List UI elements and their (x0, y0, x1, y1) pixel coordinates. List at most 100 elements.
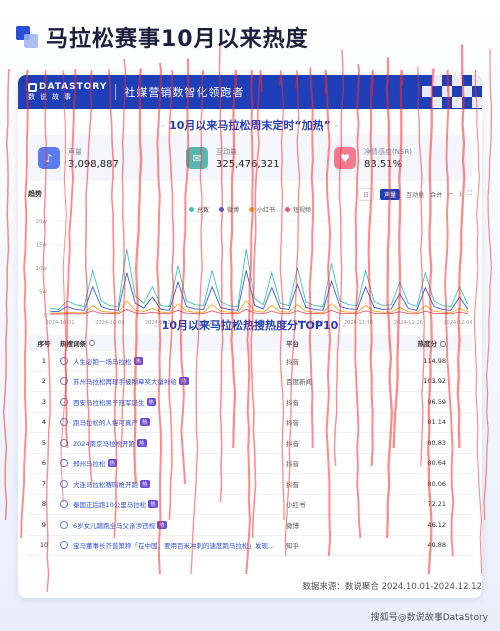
y-tick-label: 5w (39, 290, 47, 296)
stat-label: 互动量 (216, 147, 237, 156)
row-keyword[interactable]: 人生必跑一场马拉松热 (60, 356, 286, 366)
legend-item[interactable]: 短视频 (285, 205, 311, 214)
row-score: 96.59 (427, 397, 446, 406)
keyword-text[interactable]: 郑州马拉松 (73, 460, 106, 469)
chart-type-icon[interactable]: ⌐ (448, 190, 454, 198)
col-platform: 平台 (286, 340, 299, 348)
hot-badge: 热 (140, 418, 150, 427)
keyword-text[interactable]: 泰国正后跑10公里马拉松 (73, 501, 147, 510)
section-title-trend-text: 10月以来马拉松周末定时“加热” (169, 119, 331, 132)
table-row[interactable]: 1 人生必跑一场马拉松热抖音 114.98 (28, 351, 472, 372)
title-logo-icon (16, 26, 38, 48)
download-icon[interactable]: ⤓ (459, 190, 462, 197)
keyword-text[interactable]: 大连马拉松赛鸣枪开跑 (73, 480, 138, 489)
row-index: 4 (41, 418, 47, 427)
table-row[interactable]: 4 跑马拉松的人瘦可真严热抖音 81.14 (28, 413, 472, 433)
hot-badge: 热 (140, 479, 150, 488)
row-score: 46.12 (427, 520, 446, 529)
section-title-top10-text: 10月以来马拉松热搜热度分TOP10 (161, 319, 339, 332)
row-index: 1 (41, 356, 47, 365)
sort-icon[interactable] (440, 341, 446, 347)
row-score: 81.14 (427, 418, 446, 427)
fullscreen-icon[interactable]: ⛶ (467, 190, 472, 197)
table-row[interactable]: 2 苏州马拉松再现手被糊章奖大量补给热百度新闻 103.92 (28, 372, 472, 392)
trend-header: 趋势 日 声量 互动量 合并 ⌐ ⤓ ⛶ (28, 187, 472, 201)
table-row[interactable]: 9 6岁女儿蹭跑全马父亲涉违规热微博 46.12 (28, 515, 472, 536)
legend-dot-icon (188, 207, 194, 212)
col-index: 序号 (37, 340, 51, 348)
col-keyword-label: 热搜词条 (60, 340, 86, 348)
keyword-text[interactable]: 2024南京马拉松开跑 (73, 439, 136, 448)
row-score: 80.06 (427, 479, 446, 488)
tab-volume[interactable]: 声量 (380, 188, 401, 200)
table-row[interactable]: 10 宝马董事长齐普策称「在中国，要用百米冲刺的速度跑马拉松」发现... 知乎 40.… (28, 536, 472, 556)
table-header: 序号 热搜词条 平台 热度分 (28, 335, 472, 351)
table-row[interactable]: 7 大连马拉松赛鸣枪开跑热抖音 80.06 (28, 474, 472, 495)
row-platform: 抖音 (286, 357, 299, 366)
hot-badge: 热 (179, 377, 189, 386)
legend-dot-icon (285, 207, 291, 212)
hot-badge: 热 (148, 500, 158, 509)
trend-toolbar: 日 声量 互动量 合并 ⌐ ⤓ ⛶ (358, 187, 472, 201)
card-header: DATASTORY 数说故事 社媒营销数智化领跑者 (18, 75, 482, 109)
row-platform: 抖音 (286, 398, 299, 407)
keyword-text[interactable]: 宝马董事长齐普策称「在中国，要用百米冲刺的速度跑马拉松」发现... (73, 542, 275, 551)
header-slogan: 社媒营销数智化领跑者 (124, 86, 245, 99)
tab-interaction[interactable]: 互动量 (406, 191, 425, 199)
footer-watermark: 搜狐号@数说故事DataStory (370, 613, 488, 623)
granularity-select[interactable]: 日 (358, 187, 375, 201)
row-platform: 知乎 (286, 542, 299, 551)
row-keyword[interactable]: 跑马拉松的人瘦可真严热 (60, 417, 286, 427)
row-score: 103.92 (423, 377, 446, 386)
keyword-text[interactable]: 人生必跑一场马拉松 (73, 357, 132, 366)
heart-icon: ♥ (334, 147, 356, 169)
table-row[interactable]: 8 泰国正后跑10公里马拉松热小红书 72.21 (28, 495, 472, 515)
table-body: 1 人生必跑一场马拉松热抖音 114.98 2 苏州马拉松再现手被糊章奖大量补给热百度新… (28, 351, 472, 556)
table-row[interactable]: 3 西安马拉松男子冠军诞生热抖音 96.59 (28, 392, 472, 413)
x-tick-label: 2024-10-25 (195, 320, 224, 326)
legend-item[interactable]: 微博 (218, 205, 239, 214)
row-keyword[interactable]: 2024南京马拉松开跑热 (60, 438, 286, 448)
table-row[interactable]: 5 2024南京马拉松开跑热抖音 80.83 (28, 433, 472, 454)
chat-icon: ✉ (186, 147, 208, 169)
x-tick-label: 2024-11-26 (394, 320, 423, 326)
link-icon (60, 520, 68, 529)
keyword-text[interactable]: 苏州马拉松再现手被糊章奖大量补给 (73, 378, 177, 387)
link-icon (60, 541, 68, 550)
stats-panel: ♪ 声量 3,098,887 ✉ 互动量 325,476,321 ♥ 净情感度(… (28, 135, 472, 181)
stat-label: 声量 (68, 147, 82, 156)
row-keyword[interactable]: 6岁女儿蹭跑全马父亲涉违规热 (60, 520, 286, 530)
trend-title: 趋势 (28, 190, 42, 198)
keyword-text[interactable]: 西安马拉松男子冠军诞生 (73, 398, 145, 407)
col-score[interactable]: 热度分 (376, 338, 456, 348)
row-keyword[interactable]: 苏州马拉松再现手被糊章奖大量补给热 (60, 376, 286, 386)
legend-item[interactable]: 总数 (188, 205, 209, 214)
legend-label: 短视频 (293, 207, 312, 214)
hot-badge: 热 (146, 397, 157, 406)
row-index: 5 (41, 438, 47, 447)
link-icon (60, 418, 68, 427)
keyword-text[interactable]: 跑马拉松的人瘦可真严 (73, 419, 138, 428)
row-platform: 抖音 (286, 460, 299, 469)
row-index: 2 (41, 377, 47, 386)
row-index: 10 (39, 541, 49, 550)
keyword-text[interactable]: 6岁女儿蹭跑全马父亲涉违规 (73, 521, 156, 530)
link-icon (60, 459, 68, 468)
row-keyword[interactable]: 宝马董事长齐普策称「在中国，要用百米冲刺的速度跑马拉松」发现... (60, 540, 286, 550)
table-row[interactable]: 6 郑州马拉松热抖音 80.64 (28, 454, 472, 474)
stat-volume: ♪ 声量 3,098,887 (28, 135, 176, 181)
col-score-label: 热度分 (417, 340, 438, 348)
row-platform: 抖音 (286, 419, 299, 428)
row-keyword[interactable]: 大连马拉松赛鸣枪开跑热 (60, 479, 286, 489)
row-platform: 抖音 (286, 439, 299, 448)
row-keyword[interactable]: 泰国正后跑10公里马拉松热 (60, 499, 286, 509)
volume-icon: ♪ (38, 147, 60, 169)
stat-nsr: ♥ 净情感度(NSR) 83.51% (324, 135, 472, 181)
legend-item[interactable]: 小红书 (249, 205, 275, 214)
legend-label: 总数 (196, 207, 209, 214)
y-tick-label: 15w (36, 243, 48, 249)
merge-toggle[interactable]: 合并 (430, 191, 443, 199)
row-keyword[interactable]: 郑州马拉松热 (60, 458, 286, 468)
link-icon (60, 397, 68, 406)
row-keyword[interactable]: 西安马拉松男子冠军诞生热 (60, 397, 286, 407)
